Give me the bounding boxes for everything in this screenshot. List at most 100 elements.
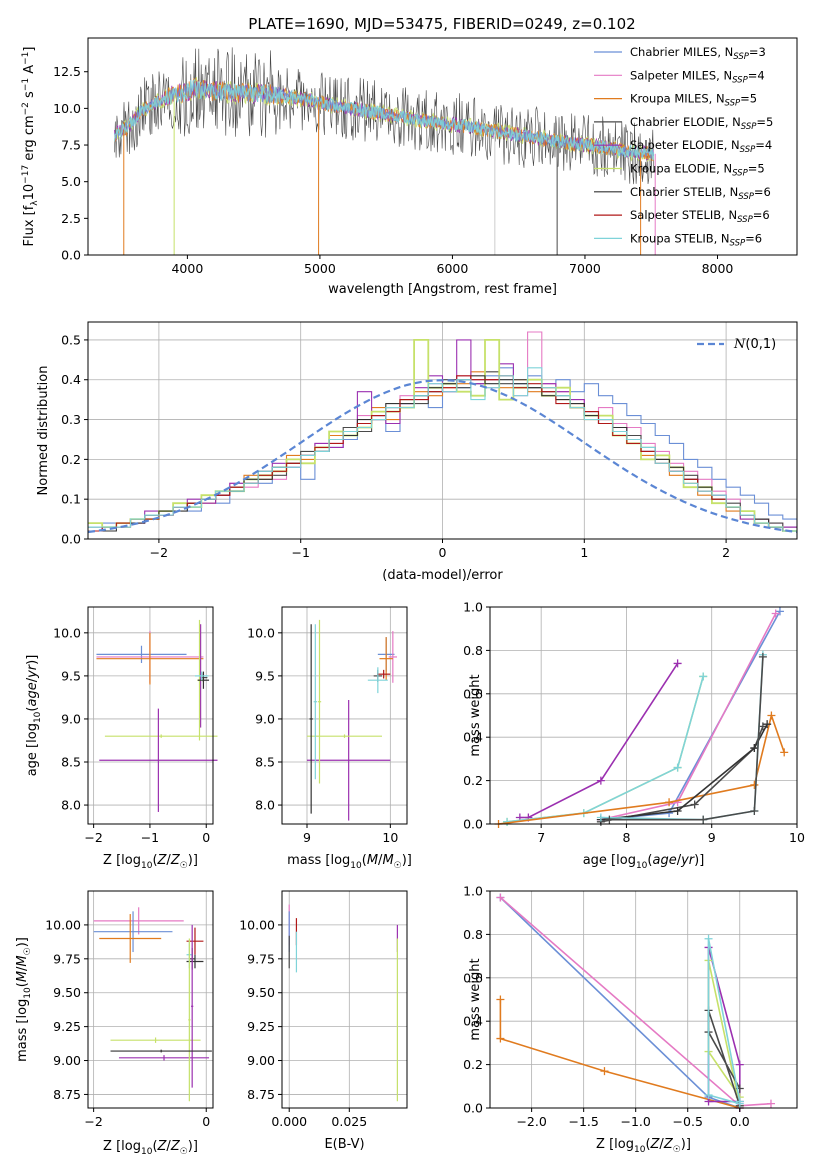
errorbar-point [93,911,173,953]
y-tick-label: 1.0 [463,884,483,899]
label-part: ( [15,982,30,987]
y-tick-label: 0.4 [463,730,483,745]
weight-marker [690,800,699,809]
weight-line-kroupa-miles [499,999,741,1109]
weight-marker [758,652,767,661]
errorbar-point [307,734,382,738]
weight-marker [673,659,682,668]
legend-label: Chabrier ELODIE, NSSP=5 [630,115,773,132]
legend-model-name: Chabrier MILES, N [630,45,733,59]
legend-nssp-value: =6 [745,231,762,245]
weight-marker [665,809,674,818]
y-tick-label: 0.5 [61,332,81,347]
label-part: Z [650,1137,661,1152]
errorbar-point [110,1037,201,1043]
weight-line-salpeter-miles [600,613,777,821]
label-part: M [15,955,30,966]
y-tick-label: 5.0 [61,174,81,189]
x-tick-label: −1.5 [568,1114,598,1129]
legend-model-name: Chabrier STELIB, N [630,185,738,199]
legend-subscript: SSP [738,192,754,202]
y-tick-label: 8.75 [247,1087,275,1102]
y-axis-label: Normed distribution [36,366,51,496]
label-part: Flux [f [22,205,37,246]
x-tick-label: 7000 [569,261,601,276]
spectrum-line-kroupa-elodie [114,77,654,162]
label-part: ☉ [673,1145,681,1155]
label-part: age [log [25,723,40,776]
label-part: Z [157,1139,168,1154]
x-tick-label: −2 [84,1114,102,1129]
age-vs-metallicity-plot: −2 −1 08.08.59.09.510.0Z [log10(Z/Z☉)]age … [25,606,218,871]
label-part: Z [log [103,853,141,868]
label-part: / [166,1139,171,1154]
weight-marker [673,798,682,807]
label-part: )] [402,853,412,868]
label-part: yr [25,663,40,679]
label-part: ( [152,1139,157,1154]
x-tick-label: 0 [439,545,447,560]
label-part: A [22,65,37,78]
y-tick-label: 10.00 [239,917,275,932]
errorbar-point [388,631,397,683]
errorbar-point [377,669,391,679]
x-tick-label: 10 [789,830,805,845]
label-part: 10 [23,987,33,999]
weight-marker [665,798,674,807]
legend-model-name: Kroupa ELODIE, N [630,162,732,176]
weight-line-kroupa-elodie [707,960,741,1106]
y-axis-label: mass weight [468,958,483,1040]
legend-model-name: Kroupa STELIB, N [630,231,730,245]
weight-marker [600,1067,609,1076]
label-part: ( [647,853,652,868]
y-tick-label: 0.2 [61,452,81,467]
weight-marker [735,1060,744,1069]
y-tick-label: 0.3 [61,412,81,427]
errorbar-point [110,1049,212,1053]
weight-marker [496,893,505,902]
x-tick-label: 2 [722,545,730,560]
axes-frame [281,606,408,825]
legend-label: Kroupa MILES, NSSP=5 [630,92,757,109]
weight-marker [673,763,682,772]
y-tick-label: 9.75 [247,951,275,966]
weight-line-kroupa-stelib [707,938,741,1105]
legend-subscript: SSP [733,52,749,62]
label-part: −1 [21,52,31,65]
weight-line-kroupa-stelib [507,676,704,823]
label-part: M [367,853,378,868]
y-tick-label: 1.0 [463,600,483,615]
x-tick-label: 7 [537,830,545,845]
normal-reference-curve [87,379,798,534]
weight-marker [496,1034,505,1043]
label-part: / [659,1137,664,1152]
label-part: 10 [634,1145,646,1155]
label-part: mass [log [287,853,350,868]
weight-marker [750,806,759,815]
y-tick-label: 9.5 [255,668,275,683]
label-part: −2 [21,102,31,115]
errorbar-point [197,671,210,689]
y-tick-label: 9.50 [53,985,81,1000]
weight-marker [750,780,759,789]
label-part: age [log [583,853,636,868]
errorbar-point [194,671,209,681]
weight-marker [766,1099,775,1108]
histogram-step-kroupa-stelib [88,367,797,532]
x-axis-label: Z [log10(Z/Z☉)] [103,1139,198,1157]
label-part: s [22,91,37,102]
y-tick-label: 8.5 [61,755,81,770]
y-tick-label: 9.5 [61,668,81,683]
axes-frame [87,606,214,825]
errorbar-point [118,1055,210,1061]
x-tick-label: 0 [202,830,210,845]
y-tick-label: 0.4 [61,372,81,387]
x-tick-label: 4000 [171,261,203,276]
label-part: / [15,966,30,971]
label-part: ☉ [180,861,188,871]
y-tick-label: 9.75 [53,951,81,966]
x-tick-label: −1.0 [621,1114,651,1129]
y-tick-label: 0.2 [463,773,483,788]
weight-line-chabrier-miles [600,610,781,821]
